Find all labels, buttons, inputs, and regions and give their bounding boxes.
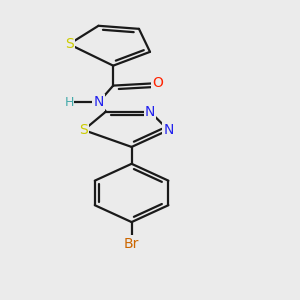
- Text: N: N: [145, 105, 155, 119]
- Text: N: N: [93, 95, 104, 110]
- Text: N: N: [163, 123, 174, 137]
- Text: O: O: [152, 76, 163, 90]
- Text: S: S: [80, 123, 88, 137]
- Text: Br: Br: [124, 236, 139, 250]
- Text: H: H: [64, 96, 74, 109]
- Text: S: S: [65, 37, 74, 51]
